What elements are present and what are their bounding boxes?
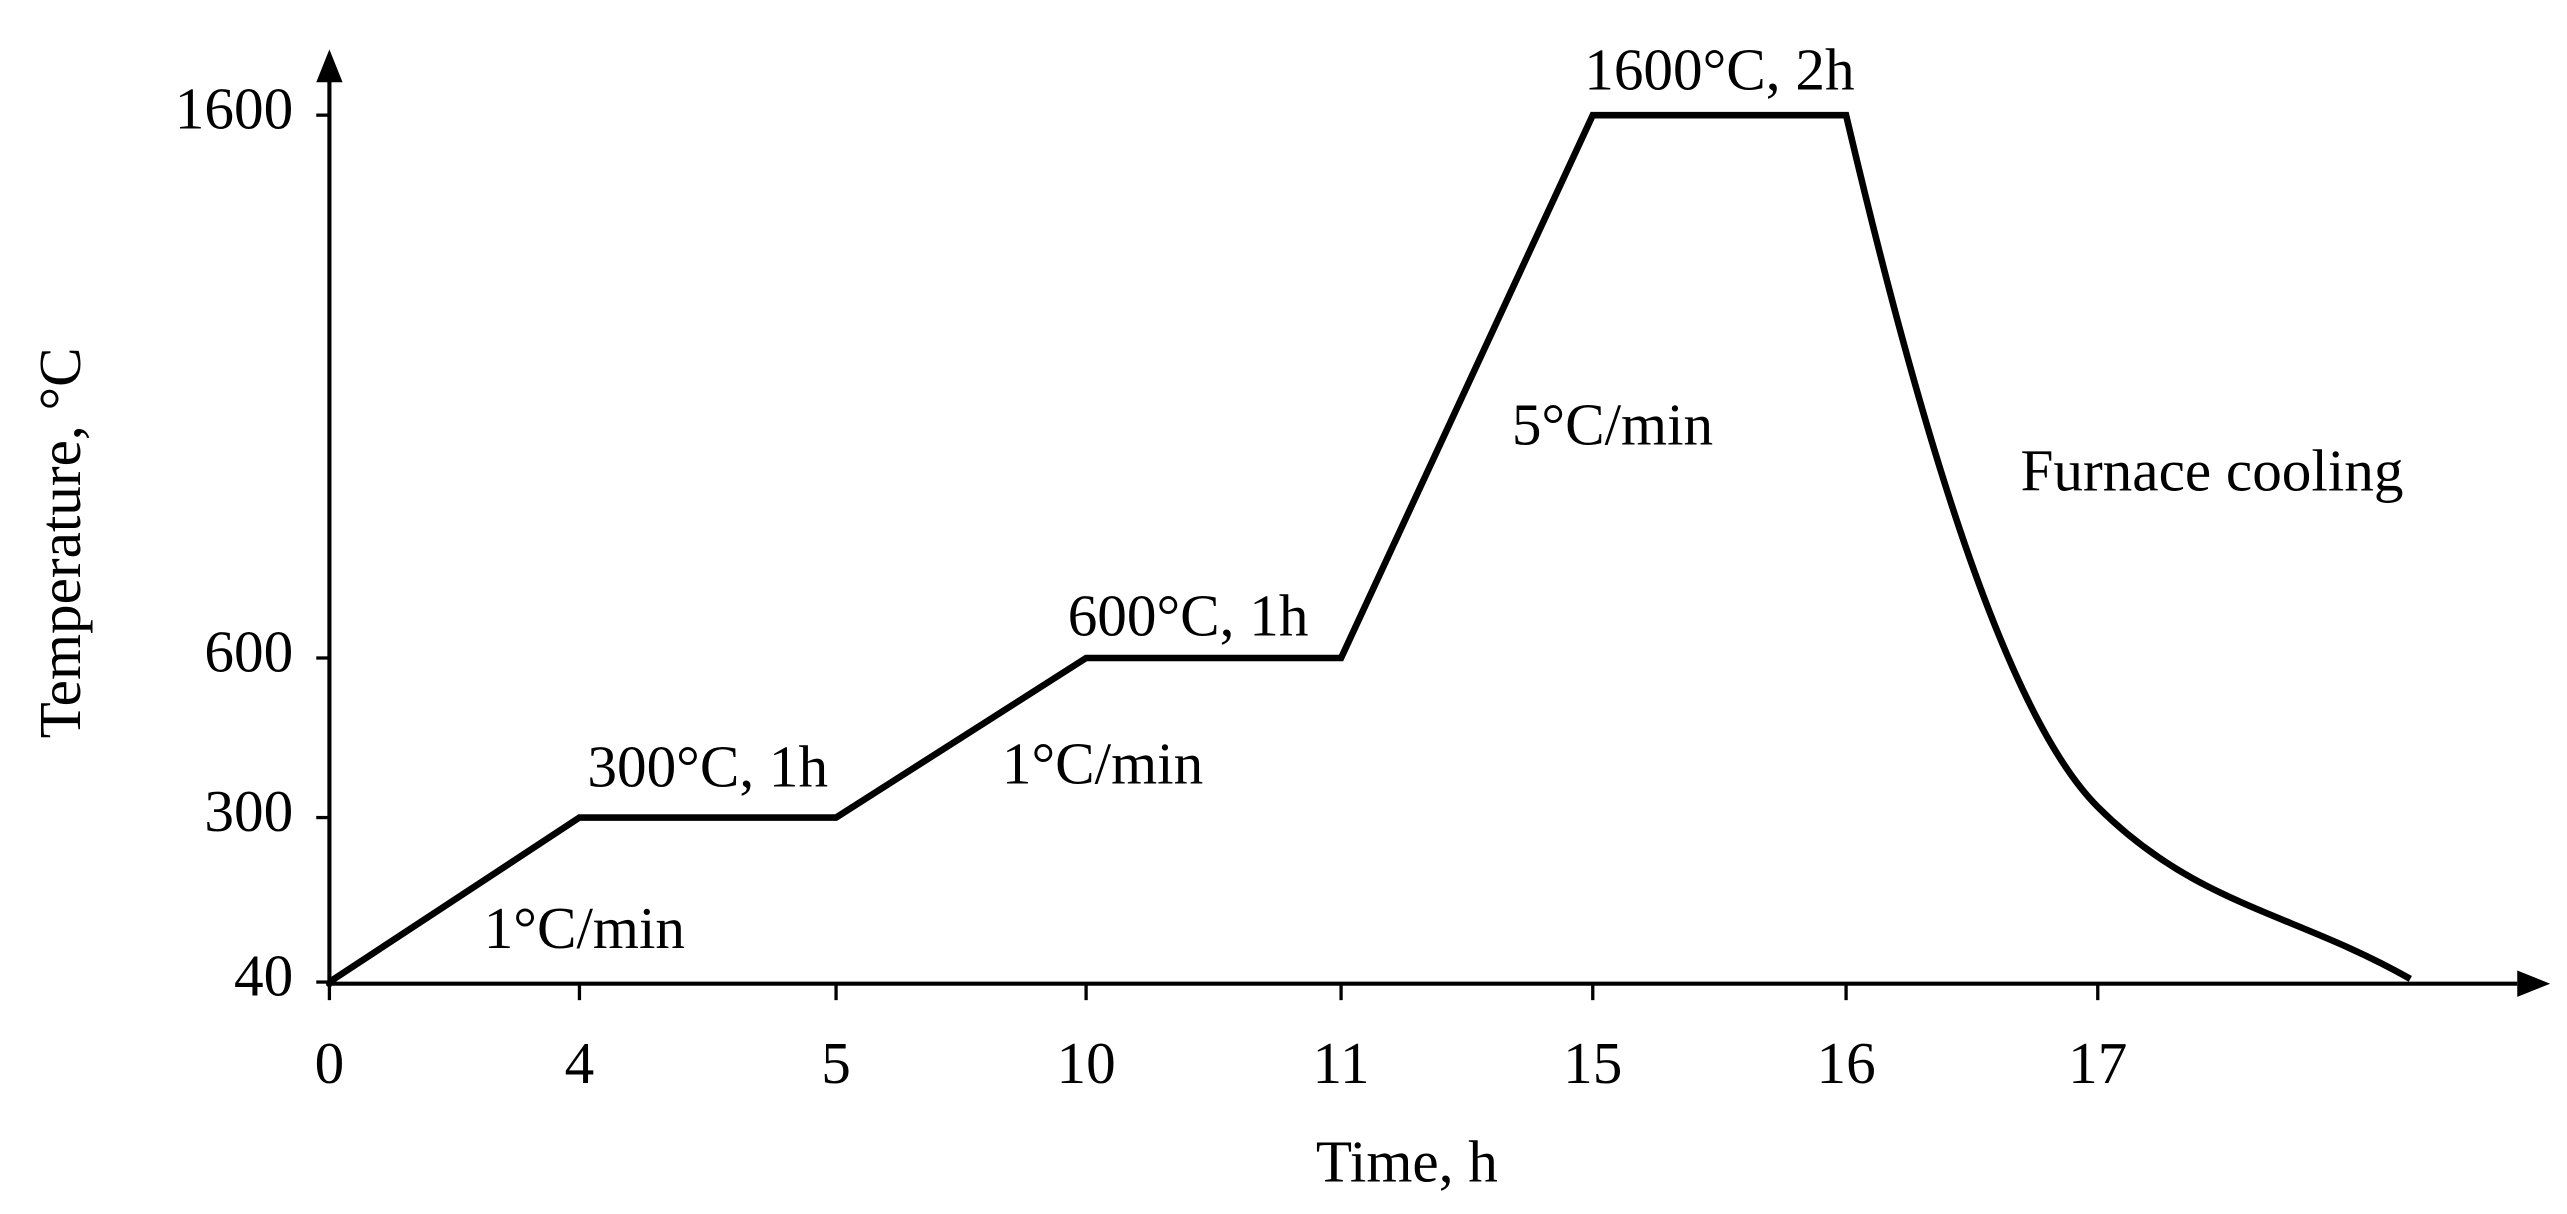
- annotation: 1°C/min: [484, 895, 685, 961]
- y-tick-label: 300: [204, 778, 293, 844]
- line-series: [327, 111, 2412, 985]
- x-tick-label: 15: [1563, 1030, 1622, 1096]
- y-axis-arrow: [316, 49, 343, 83]
- x-tick-label: 5: [821, 1030, 851, 1096]
- y-tick-label: 40: [234, 943, 293, 1009]
- y-tick-label: 600: [204, 619, 293, 685]
- annotation: Furnace cooling: [2020, 438, 2403, 504]
- x-axis-arrow: [2517, 970, 2551, 997]
- annotation: 1600°C, 2h: [1584, 36, 1854, 102]
- x-tick-label: 0: [315, 1030, 345, 1096]
- annotation: 300°C, 1h: [587, 734, 828, 800]
- y-tick-label: 1600: [175, 76, 293, 142]
- x-tick-label: 17: [2068, 1030, 2127, 1096]
- y-axis-title: Temperature, °C: [27, 347, 93, 738]
- x-tick-label: 10: [1057, 1030, 1116, 1096]
- x-tick-label: 16: [1816, 1030, 1875, 1096]
- annotation: 5°C/min: [1512, 392, 1713, 458]
- x-tick-label: 11: [1313, 1030, 1370, 1096]
- x-tick-label: 4: [565, 1030, 595, 1096]
- annotation: 1°C/min: [1002, 730, 1203, 796]
- x-axis-title: Time, h: [1316, 1129, 1498, 1195]
- annotation: 600°C, 1h: [1068, 582, 1309, 648]
